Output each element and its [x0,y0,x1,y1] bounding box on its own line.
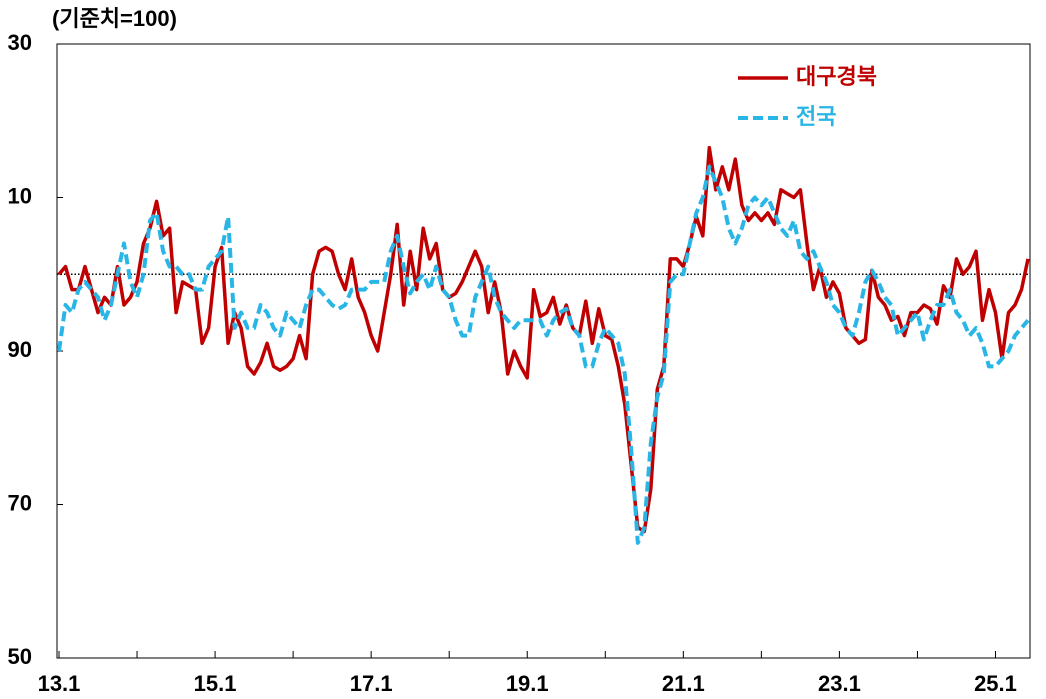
y-tick-label: 70 [8,490,32,515]
y-tick-label: 50 [8,644,32,669]
x-tick-label: 21.1 [662,671,705,696]
y-tick-label: 90 [8,337,32,362]
x-tick-label: 23.1 [818,671,861,696]
legend-label: 대구경북 [796,64,877,89]
series-line [57,164,1030,545]
x-tick-label: 15.1 [194,671,237,696]
x-tick-label: 19.1 [506,671,549,696]
series-line [57,145,1030,534]
x-tick-label: 13.1 [38,671,81,696]
legend-label: 전국 [796,104,836,129]
x-tick-label: 17.1 [350,671,393,696]
y-tick-label: 30 [8,30,32,55]
y-tick-label: 10 [8,183,32,208]
y-axis-label: (기준치=100) [52,6,177,31]
x-tick-label: 25.1 [974,671,1017,696]
plot-frame [56,43,1031,659]
